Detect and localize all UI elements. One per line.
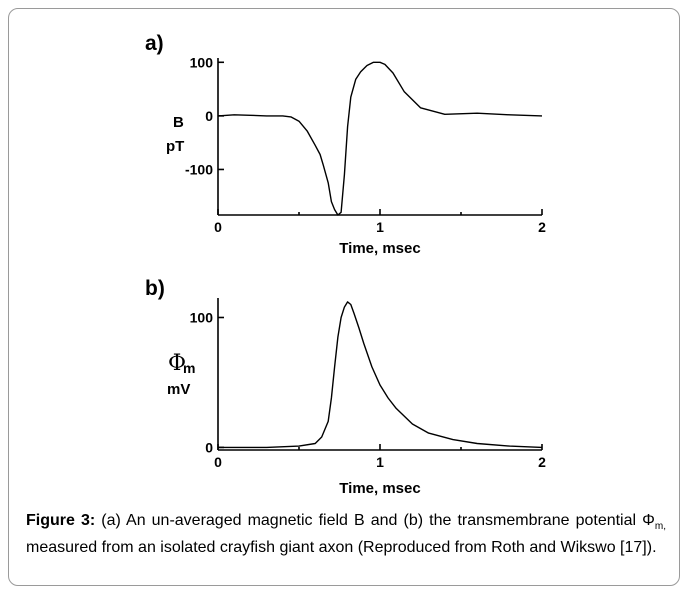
figure-frame bbox=[8, 8, 680, 586]
panel-a-ylabel-quantity: B bbox=[173, 114, 184, 131]
panel-b-ylabel-symbol: Φ bbox=[168, 351, 186, 376]
x-tick-label: 1 bbox=[376, 219, 384, 235]
figure-caption: Figure 3: (a) An un-averaged magnetic fi… bbox=[26, 510, 666, 558]
caption-subscript: m, bbox=[654, 521, 667, 533]
x-tick-label: 0 bbox=[214, 454, 222, 470]
x-tick-label: 1 bbox=[376, 454, 384, 470]
x-tick-label: 2 bbox=[538, 219, 546, 235]
y-tick-label: 100 bbox=[190, 309, 214, 325]
y-tick-label: 0 bbox=[205, 439, 213, 455]
panel-b-ylabel-unit: mV bbox=[167, 381, 190, 398]
panel-b-ylabel-subscript: m bbox=[183, 360, 195, 376]
magnetic-field-trace bbox=[217, 61, 543, 216]
y-tick-label: -100 bbox=[185, 161, 213, 177]
caption-text-part2: measured from an isolated crayfish giant… bbox=[26, 539, 657, 557]
panel-a-letter: a) bbox=[145, 32, 164, 55]
panel-b-letter: b) bbox=[145, 277, 165, 300]
caption-label: Figure 3: bbox=[26, 512, 96, 529]
panel-b-axes: 0 1 2 100 0 bbox=[190, 298, 546, 470]
y-tick-label: 100 bbox=[190, 54, 214, 70]
panel-a-axes: 0 1 2 100 0 -100 bbox=[185, 54, 546, 235]
x-tick-label: 0 bbox=[214, 219, 222, 235]
y-tick-label: 0 bbox=[205, 108, 213, 124]
figure-canvas: a) 0 1 2 100 0 -100 B pT Time, msec b) 0 1 2 100… bbox=[145, 32, 546, 497]
panel-a-ylabel-unit: pT bbox=[166, 138, 184, 155]
panel-a-xlabel: Time, msec bbox=[339, 240, 420, 257]
x-tick-label: 2 bbox=[538, 454, 546, 470]
membrane-potential-trace bbox=[218, 301, 543, 449]
caption-text-part1: (a) An un-averaged magnetic field B and … bbox=[95, 512, 655, 529]
panel-b-xlabel: Time, msec bbox=[339, 480, 420, 497]
